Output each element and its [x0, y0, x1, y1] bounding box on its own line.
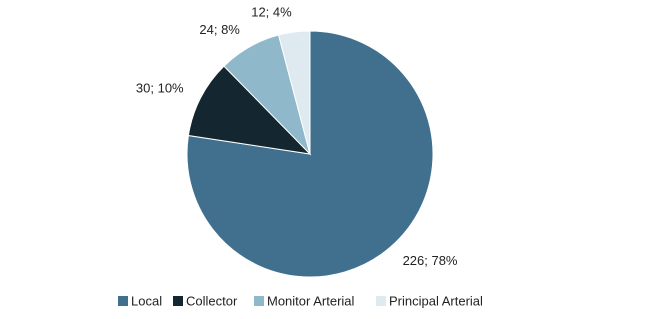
data-label: 12; 4% — [251, 5, 292, 20]
legend-label: Principal Arterial — [389, 293, 483, 308]
legend-label: Monitor Arterial — [267, 293, 355, 308]
pie-slice — [187, 65, 312, 155]
data-label: 226; 78% — [403, 253, 458, 268]
legend-label: Collector — [186, 293, 238, 308]
pie-slice — [277, 30, 311, 155]
legend-swatch — [118, 296, 128, 306]
legend-label: Local — [131, 293, 162, 308]
legend-swatch — [254, 296, 264, 306]
data-label: 30; 10% — [136, 81, 184, 96]
data-label: 24; 8% — [199, 22, 240, 37]
legend-swatch — [376, 296, 386, 306]
legend-swatch — [173, 296, 183, 306]
